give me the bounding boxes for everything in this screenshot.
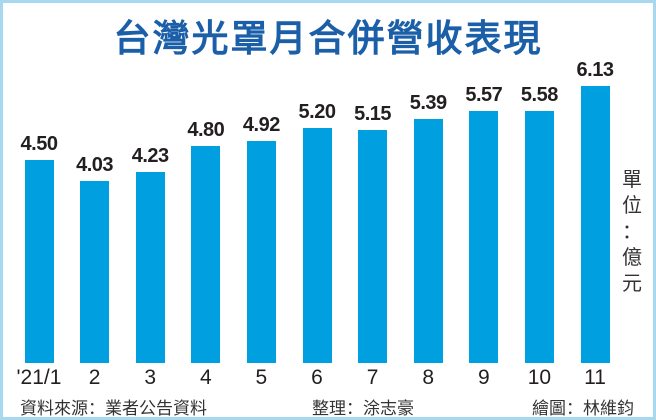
x-tick-label: 6	[311, 366, 323, 389]
bar-7	[358, 130, 388, 363]
unit-char: 元	[622, 271, 642, 295]
x-tick-label: 2	[88, 366, 101, 389]
unit-label: 單位：億元	[620, 166, 644, 296]
bar-6	[302, 127, 332, 363]
x-tick-label: 5	[255, 366, 268, 389]
value-label: 4.80	[187, 119, 225, 142]
x-tick-label: 10	[527, 366, 552, 389]
bar-4	[191, 146, 221, 363]
unit-char: 單	[622, 167, 642, 191]
value-label: 6.13	[576, 58, 614, 81]
editor-credit: 整理：涂志豪	[312, 399, 414, 419]
bar-2	[80, 180, 110, 363]
x-tick-label: 4	[199, 366, 212, 389]
value-label: 4.23	[131, 144, 169, 167]
value-label: 5.15	[354, 103, 392, 126]
bar-5	[246, 140, 276, 363]
unit-char: 位	[622, 193, 642, 217]
value-label: 4.92	[242, 113, 280, 136]
x-tick-label: 9	[477, 366, 490, 389]
value-label: 4.03	[76, 153, 114, 176]
bar-9	[469, 111, 499, 363]
bar-1	[24, 159, 54, 363]
value-label: 4.50	[20, 132, 58, 155]
x-tick-label: 7	[366, 366, 379, 389]
unit-char: 億	[622, 245, 642, 269]
value-label: 5.20	[298, 100, 336, 123]
x-tick-label: 8	[422, 366, 435, 389]
unit-char: ：	[622, 219, 642, 243]
illustrator-credit: 繪圖：林維鈞	[532, 399, 634, 419]
bar-11	[580, 85, 610, 363]
bar-10	[524, 110, 554, 363]
source-note: 資料來源：業者公告資料	[20, 399, 207, 419]
value-label: 5.58	[520, 83, 558, 106]
chart-title: 台灣光罩月合併營收表現	[113, 17, 543, 60]
x-tick-label: 11	[584, 366, 606, 389]
x-tick-label: '21/1	[16, 366, 62, 389]
bar-3	[135, 171, 165, 363]
value-label: 5.57	[465, 84, 503, 107]
x-tick-label: 3	[144, 366, 157, 389]
bar-8	[413, 119, 443, 363]
value-label: 5.39	[409, 92, 447, 115]
